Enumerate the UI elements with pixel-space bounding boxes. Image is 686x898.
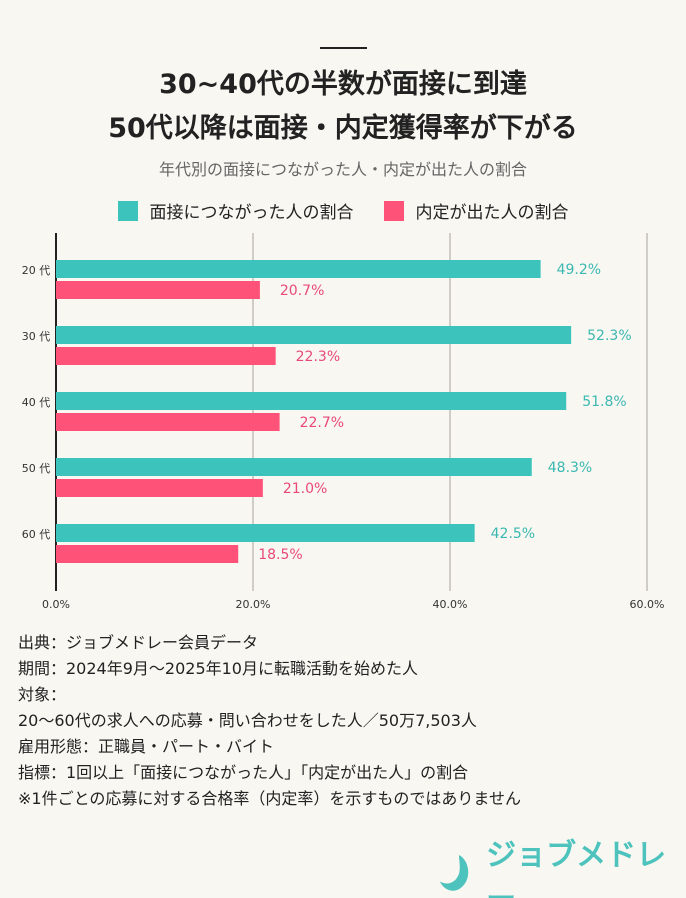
data-label: 48.3% (548, 460, 592, 476)
data-label: 42.5% (491, 526, 535, 542)
note-target-detail: 20～60代の求人への応募・問い合わせをした人／50万7,503人 (18, 711, 477, 730)
logo-text: ジョブメドレー (486, 838, 667, 898)
y-tick-label: 30 代 (22, 330, 51, 343)
x-tick-label: 20.0% (236, 598, 271, 611)
legend-item-interview: 面接につながった人の割合 (117, 198, 354, 223)
legend-label: 内定が出た人の割合 (415, 203, 569, 223)
bar (56, 347, 276, 365)
legend-swatch (117, 200, 138, 221)
note-disclaimer: ※1件ごとの応募に対する合格率（内定率）を示すものではありません (18, 789, 521, 808)
title-line-1: 30~40代の半数が面接に到達 (159, 69, 527, 100)
data-label: 21.0% (283, 481, 327, 497)
bar (56, 545, 239, 563)
title-line-2: 50代以降は面接・内定獲得率が下がる (108, 113, 578, 144)
title-rule (320, 47, 367, 49)
y-tick-label: 20 代 (22, 264, 51, 277)
logo-mark-icon (439, 854, 469, 891)
note-metric: 指標：1回以上「面接につながった人」「内定が出た人」の割合 (18, 763, 469, 782)
legend-item-offer: 内定が出た人の割合 (383, 198, 569, 223)
bar (56, 413, 280, 431)
logo: ジョブメドレー (438, 830, 686, 898)
chart-subtitle: 年代別の面接につながった人・内定が出た人の割合 (158, 160, 527, 179)
bar (56, 479, 263, 497)
bar (56, 524, 475, 542)
y-tick-label: 40 代 (22, 396, 51, 409)
data-label: 51.8% (582, 394, 626, 410)
data-label: 52.3% (587, 328, 631, 344)
legend: 面接につながった人の割合 内定が出た人の割合 (0, 198, 686, 223)
bar (56, 260, 541, 278)
data-label: 22.7% (300, 415, 344, 431)
bar-chart: 0.0% 20.0% 40.0% 60.0% 20 代 49.2% 20.7% 30 代 52.… (22, 233, 665, 611)
legend-swatch (383, 200, 404, 221)
note-source: 出典：ジョブメドレー会員データ (18, 633, 259, 652)
bar (56, 281, 260, 299)
y-tick-label: 50 代 (22, 462, 51, 475)
x-tick-label: 40.0% (433, 598, 468, 611)
x-tick-label: 60.0% (630, 598, 665, 611)
legend-label: 面接につながった人の割合 (149, 203, 354, 223)
note-employment: 雇用形態：正職員・パート・バイト (18, 737, 275, 756)
x-tick-label: 0.0% (42, 598, 70, 611)
bar (56, 392, 567, 410)
y-tick-label: 60 代 (22, 528, 51, 541)
data-label: 18.5% (258, 547, 302, 563)
bar (56, 326, 572, 344)
data-label: 49.2% (557, 262, 601, 278)
bar (56, 458, 532, 476)
data-label: 22.3% (296, 349, 340, 365)
data-label: 20.7% (280, 283, 324, 299)
note-target: 対象： (18, 685, 67, 704)
note-period: 期間：2024年9月～2025年10月に転職活動を始めた人 (18, 659, 418, 678)
notes: 出典：ジョブメドレー会員データ 期間：2024年9月～2025年10月に転職活動… (18, 630, 521, 812)
